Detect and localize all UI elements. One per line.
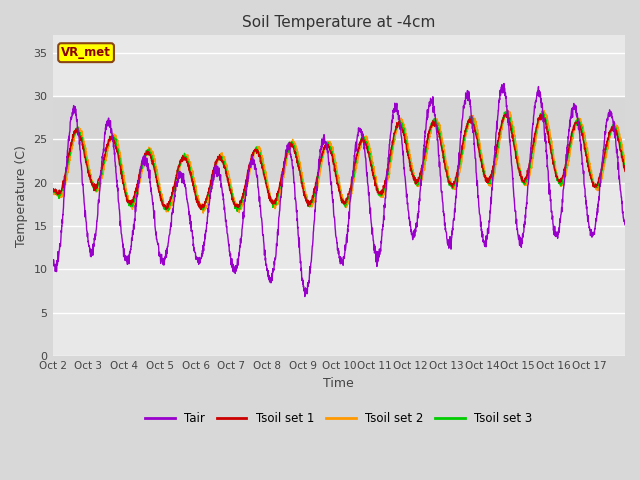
- Y-axis label: Temperature (C): Temperature (C): [15, 145, 28, 247]
- Tsoil set 3: [106, 133, 113, 139]
- Tsoil set 1: [512, 153, 520, 158]
- Tsoil set 2: [374, 182, 381, 188]
- Tair: [512, 208, 520, 214]
- X-axis label: Time: Time: [323, 376, 354, 390]
- Tsoil set 2: [512, 138, 520, 144]
- Tsoil set 2: [614, 124, 621, 130]
- Bar: [52, 96, 625, 183]
- Tsoil set 2: [106, 140, 113, 145]
- Tsoil set 3: [374, 186, 381, 192]
- Tsoil set 2: [230, 193, 237, 199]
- Text: VR_met: VR_met: [61, 46, 111, 59]
- Tair: [500, 81, 508, 86]
- Tsoil set 2: [544, 118, 552, 124]
- Tair: [229, 266, 237, 272]
- Tair: [49, 258, 56, 264]
- Tair: [614, 154, 621, 160]
- Tair: [621, 222, 629, 228]
- Tsoil set 1: [374, 190, 381, 195]
- Line: Tsoil set 1: Tsoil set 1: [52, 114, 625, 209]
- Line: Tair: Tair: [52, 84, 625, 297]
- Tsoil set 3: [511, 144, 519, 150]
- Line: Tsoil set 2: Tsoil set 2: [52, 109, 625, 213]
- Tair: [301, 294, 308, 300]
- Tsoil set 3: [621, 165, 629, 170]
- Tsoil set 3: [49, 187, 56, 192]
- Tsoil set 3: [544, 127, 552, 132]
- Legend: Tair, Tsoil set 1, Tsoil set 2, Tsoil set 3: Tair, Tsoil set 1, Tsoil set 2, Tsoil se…: [141, 407, 537, 430]
- Line: Tsoil set 3: Tsoil set 3: [52, 111, 625, 211]
- Title: Soil Temperature at -4cm: Soil Temperature at -4cm: [242, 15, 435, 30]
- Tair: [374, 260, 381, 266]
- Tsoil set 3: [229, 198, 237, 204]
- Tsoil set 1: [230, 200, 237, 206]
- Tsoil set 1: [106, 137, 113, 143]
- Tsoil set 3: [538, 108, 546, 114]
- Tsoil set 3: [614, 129, 621, 134]
- Tsoil set 1: [621, 168, 629, 174]
- Tsoil set 1: [49, 188, 56, 194]
- Tair: [106, 122, 113, 128]
- Tsoil set 1: [504, 111, 511, 117]
- Tsoil set 2: [503, 106, 511, 112]
- Tsoil set 2: [199, 210, 207, 216]
- Tsoil set 1: [544, 129, 552, 134]
- Tsoil set 1: [614, 132, 621, 138]
- Tsoil set 2: [49, 191, 56, 196]
- Tsoil set 3: [234, 208, 241, 214]
- Tsoil set 1: [197, 206, 205, 212]
- Tair: [544, 167, 552, 172]
- Tsoil set 2: [621, 160, 629, 166]
